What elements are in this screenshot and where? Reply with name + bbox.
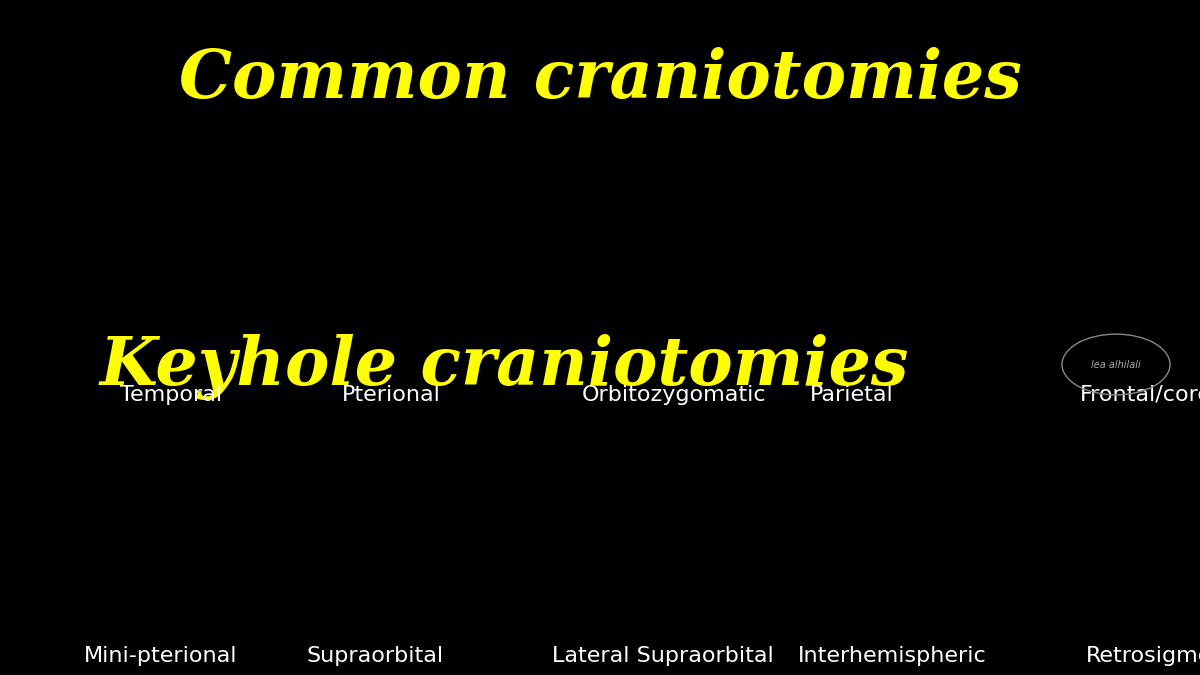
Text: Supraorbital: Supraorbital (306, 646, 443, 666)
Text: Orbitozygomatic: Orbitozygomatic (582, 385, 767, 405)
Text: Common craniotomies: Common craniotomies (179, 47, 1021, 112)
Text: Keyhole craniotomies: Keyhole craniotomies (100, 334, 908, 400)
Text: lea alhilali: lea alhilali (1091, 360, 1141, 369)
Text: Interhemispheric: Interhemispheric (798, 646, 986, 666)
Text: Parietal: Parietal (810, 385, 894, 405)
Text: Lateral Supraorbital: Lateral Supraorbital (552, 646, 774, 666)
Text: Retrosigmoid: Retrosigmoid (1086, 646, 1200, 666)
Text: Temporal: Temporal (120, 385, 222, 405)
Text: Frontal/coronal: Frontal/coronal (1080, 385, 1200, 405)
Text: Pterional: Pterional (342, 385, 440, 405)
Text: Mini-pterional: Mini-pterional (84, 646, 238, 666)
